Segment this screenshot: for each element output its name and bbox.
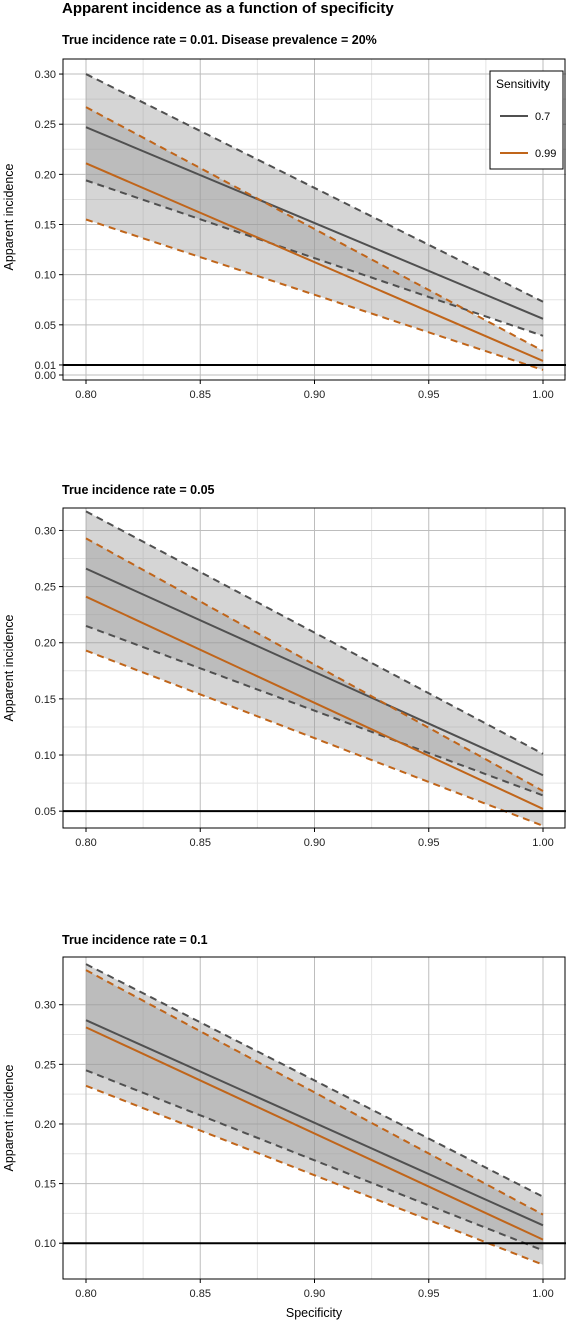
panel-3-y-axis-label: Apparent incidence <box>2 1064 16 1171</box>
panel-3-x-tick-label: 0.80 <box>75 1288 96 1300</box>
panel-3-subtitle: True incidence rate = 0.1 <box>62 933 208 947</box>
panel-3-band-0.7 <box>86 964 543 1251</box>
panel-2-upper-bound-0.7 <box>85 510 544 755</box>
panel-1-x-tick-label: 1.00 <box>532 389 553 401</box>
panel-1-y-tick-label: 0.05 <box>35 320 56 332</box>
panel-3-upper-bound-0.7 <box>85 963 544 1198</box>
panel-1-y-tick-label: 0.20 <box>35 169 56 181</box>
panel-1-band-0.99 <box>86 107 543 370</box>
panel-2-y-tick-label: 0.30 <box>35 525 56 537</box>
panel-2-y-tick-label: 0.10 <box>35 750 56 762</box>
panel-3-y-tick-label: 0.20 <box>35 1119 56 1131</box>
panel-3: True incidence rate = 0.1 0.80 0.85 0.90 0.… <box>2 933 566 1300</box>
panel-2-y-axis-label: Apparent incidence <box>2 614 16 721</box>
panel-2-y-tick-label: 0.05 <box>35 806 56 818</box>
panel-1-upper-bound-0.7 <box>85 73 544 303</box>
panel-2-line-0.7 <box>85 567 544 777</box>
legend-label-0.99: 0.99 <box>535 148 556 160</box>
panel-1-y-tick-label: 0.30 <box>35 69 56 81</box>
panel-3-lower-bound-0.7 <box>85 1069 544 1252</box>
panel-2: True incidence rate = 0.05 0.80 0.85 0.90 0… <box>2 483 566 849</box>
panel-3-line-0.7 <box>85 1019 544 1227</box>
panel-3-x-tick-label: 0.90 <box>304 1288 325 1300</box>
panel-3-y-tick-label: 0.25 <box>35 1059 56 1071</box>
legend-title: Sensitivity <box>496 77 550 91</box>
panel-3-y-tick-label: 0.15 <box>35 1179 56 1191</box>
panel-1-y-tick-label: 0.00 <box>35 370 56 382</box>
panel-2-line-0.99 <box>85 595 544 810</box>
panel-1-x-tick-label: 0.85 <box>190 389 211 401</box>
panel-2-lower-bound-0.99 <box>85 649 544 827</box>
x-axis-label: Specificity <box>286 1306 343 1320</box>
panel-1-lower-bound-0.99 <box>85 218 544 371</box>
panel-1-plot-area: 0.80 0.85 0.90 0.95 1.00 0.000.01 0.05 0.10 0.15… <box>35 58 566 401</box>
panel-3-line-0.99 <box>85 1026 544 1241</box>
panel-1-y-tick-label: 0.25 <box>35 119 56 131</box>
panel-1-x-tick-label: 0.80 <box>75 389 96 401</box>
panel-2-y-tick-label: 0.25 <box>35 582 56 594</box>
panel-2-upper-bound-0.99 <box>85 537 544 792</box>
panel-2-lower-bound-0.7 <box>85 624 544 797</box>
panel-3-y-tick-label: 0.30 <box>35 1000 56 1012</box>
panel-1-y-tick-label: 0.01 <box>35 360 56 372</box>
panel-3-x-tick-label: 0.95 <box>418 1288 439 1300</box>
panel-1-x-tick-label: 0.95 <box>418 389 439 401</box>
panel-1-y-tick-label: 0.10 <box>35 270 56 282</box>
panel-1: True incidence rate = 0.01. Disease prev… <box>2 33 566 401</box>
panel-2-x-tick-label: 1.00 <box>532 837 553 849</box>
panel-3-x-tick-label: 1.00 <box>532 1288 553 1300</box>
legend: Sensitivity 0.7 0.99 <box>489 70 564 170</box>
panel-2-x-tick-label: 0.90 <box>304 837 325 849</box>
panel-3-plot-area: 0.80 0.85 0.90 0.95 1.00 0.10 0.15 0.20 0.25 0.30 <box>35 956 566 1300</box>
panel-3-x-tick-label: 0.85 <box>190 1288 211 1300</box>
panel-1-y-axis-label: Apparent incidence <box>2 163 16 270</box>
panel-1-subtitle: True incidence rate = 0.01. Disease prev… <box>62 33 377 47</box>
panel-1-x-tick-label: 0.90 <box>304 389 325 401</box>
panel-1-line-0.7 <box>85 126 544 320</box>
panel-1-line-0.99 <box>85 162 544 362</box>
panel-2-subtitle: True incidence rate = 0.05 <box>62 483 215 497</box>
legend-label-0.7: 0.7 <box>535 111 550 123</box>
panel-1-y-tick-label: 0.15 <box>35 220 56 232</box>
figure-title: Apparent incidence as a function of spec… <box>62 0 394 17</box>
panel-2-x-tick-label: 0.95 <box>418 837 439 849</box>
panel-3-lower-bound-0.99 <box>85 1084 544 1266</box>
panel-2-plot-area: 0.80 0.85 0.90 0.95 1.00 0.05 0.10 0.15 0.20 0.25… <box>35 507 566 849</box>
panel-3-y-tick-label: 0.10 <box>35 1238 56 1250</box>
panel-1-upper-bound-0.99 <box>85 106 544 352</box>
panel-3-band-0.99 <box>86 970 543 1265</box>
panel-2-x-tick-label: 0.85 <box>190 837 211 849</box>
panel-2-y-tick-label: 0.15 <box>35 694 56 706</box>
panel-1-lower-bound-0.7 <box>85 179 544 337</box>
panel-2-x-tick-label: 0.80 <box>75 837 96 849</box>
panel-2-y-tick-label: 0.20 <box>35 638 56 650</box>
panel-3-upper-bound-0.99 <box>85 969 544 1216</box>
